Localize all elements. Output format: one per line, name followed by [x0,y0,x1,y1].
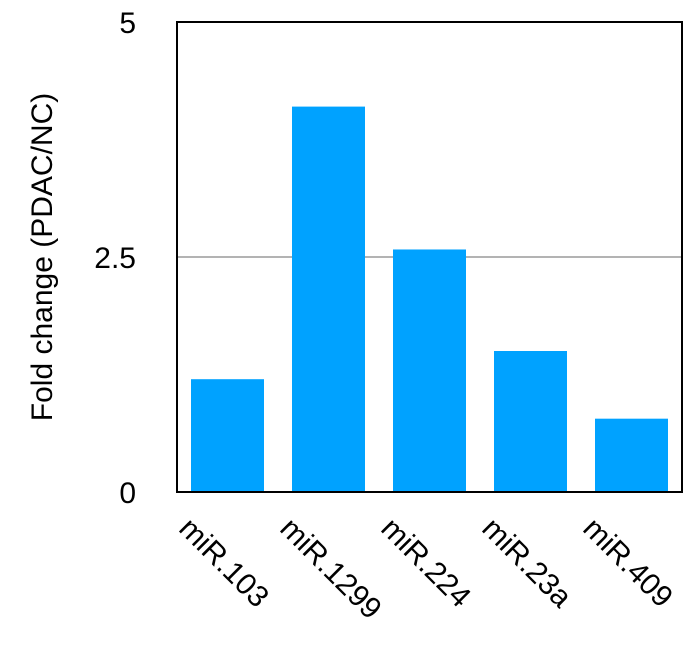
y-tick-label: 2.5 [94,242,136,275]
bar-miR.224 [393,249,466,492]
bar-miR.103 [191,379,264,492]
x-tick-label: miR.23a [476,512,579,615]
bar-miR.409 [595,418,668,492]
axes [176,21,683,493]
y-tick-label: 5 [119,7,136,40]
y-tick-label: 0 [119,477,136,510]
x-tick-label: miR.1299 [274,512,388,626]
bars [191,106,668,492]
bar-miR.23a [494,351,567,492]
x-tick-label: miR.103 [173,512,275,614]
y-axis-label: Fold change (PDAC/NC) [26,93,59,421]
bar-miR.1299 [292,106,365,492]
plot-frame [176,21,683,493]
x-tick-label: miR.409 [577,512,679,614]
y-tick-labels: 02.55 [94,7,136,510]
x-tick-label: miR.224 [375,512,477,614]
